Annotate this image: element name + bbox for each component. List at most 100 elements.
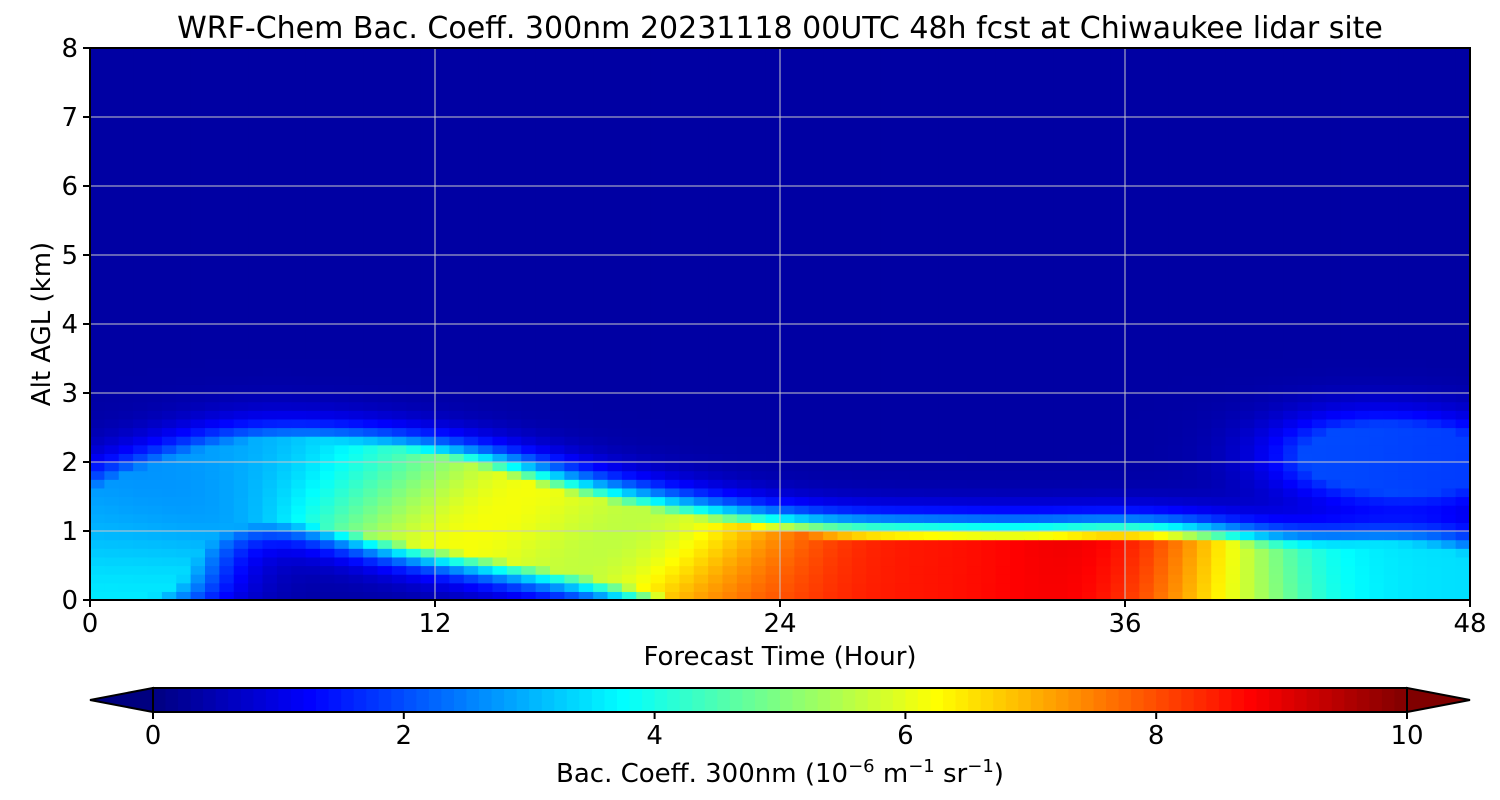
heatmap-cell [621, 384, 637, 394]
heatmap-cell [895, 134, 910, 144]
heatmap-cell [909, 444, 925, 454]
heatmap-cell [808, 393, 824, 403]
heatmap-cell [492, 410, 508, 420]
heatmap-cell [219, 65, 235, 75]
heatmap-cell [794, 160, 810, 170]
heatmap-cell [334, 367, 350, 377]
heatmap-cell [866, 548, 882, 558]
heatmap-cell [391, 574, 407, 584]
heatmap-cell [693, 487, 709, 498]
heatmap-cell [823, 272, 839, 282]
heatmap-cell [650, 220, 666, 230]
heatmap-cell [909, 427, 925, 437]
heatmap-cell [866, 160, 882, 170]
heatmap-cell [708, 401, 724, 411]
heatmap-cell [176, 237, 192, 247]
heatmap-cell [233, 324, 249, 334]
heatmap-cell [650, 574, 666, 584]
heatmap-cell [995, 401, 1011, 411]
heatmap-cell [550, 142, 565, 153]
heatmap-cell [334, 444, 350, 454]
heatmap-cell [233, 531, 249, 541]
heatmap-cell [219, 522, 235, 532]
heatmap-cell [104, 367, 120, 377]
heatmap-cell [808, 427, 824, 437]
heatmap-cell [693, 410, 709, 420]
heatmap-cell [463, 367, 479, 377]
heatmap-cell [233, 548, 249, 558]
heatmap-cell [1125, 444, 1140, 454]
heatmap-cell [1038, 65, 1054, 75]
heatmap-cell [1153, 375, 1169, 385]
heatmap-cell [995, 306, 1011, 316]
heatmap-cell [564, 574, 580, 584]
heatmap-cell [880, 462, 896, 472]
heatmap-cell [1125, 522, 1140, 532]
heatmap-cell [1096, 211, 1112, 222]
heatmap-cell [147, 522, 163, 532]
heatmap-cell [320, 125, 335, 135]
heatmap-cell [478, 272, 494, 282]
heatmap-cell [880, 160, 896, 170]
heatmap-cell [161, 548, 177, 558]
heatmap-cell [90, 229, 105, 239]
heatmap-cell [190, 160, 206, 170]
heatmap-cell [995, 229, 1011, 239]
heatmap-cell [1168, 99, 1184, 109]
heatmap-cell [564, 444, 580, 454]
heatmap-cell [449, 298, 465, 308]
heatmap-cell [118, 470, 134, 480]
heatmap-cell [147, 168, 163, 178]
heatmap-cell [751, 582, 767, 592]
heatmap-cell [851, 211, 867, 222]
heatmap-cell [478, 168, 494, 178]
heatmap-cell [995, 246, 1011, 256]
heatmap-cell [780, 91, 795, 101]
heatmap-cell [219, 263, 235, 273]
heatmap-cell [391, 582, 407, 592]
heatmap-cell [995, 410, 1011, 420]
heatmap-cell [1139, 375, 1155, 385]
heatmap-cell [679, 531, 695, 541]
heatmap-cell [463, 151, 479, 161]
heatmap-cell [348, 332, 364, 342]
heatmap-cell [1096, 65, 1112, 75]
heatmap-cell [463, 418, 479, 429]
heatmap-cell [1096, 539, 1112, 549]
heatmap-cell [736, 117, 752, 127]
heatmap-cell [794, 496, 810, 506]
heatmap-cell [808, 177, 824, 187]
heatmap-cell [233, 410, 249, 420]
heatmap-cell [492, 255, 508, 265]
heatmap-cell [262, 436, 278, 446]
heatmap-cell [1110, 220, 1126, 230]
heatmap-cell [463, 531, 479, 541]
heatmap-cell [708, 375, 724, 385]
heatmap-cell [650, 349, 666, 360]
heatmap-cell [550, 229, 565, 239]
heatmap-cell [161, 418, 177, 429]
heatmap-cell [895, 168, 910, 178]
heatmap-cell [291, 505, 307, 515]
heatmap-cell [262, 246, 278, 256]
heatmap-cell [90, 298, 105, 308]
heatmap-cell [492, 375, 508, 385]
heatmap-cell [248, 177, 264, 187]
heatmap-cell [966, 298, 982, 308]
heatmap-cell [276, 315, 292, 325]
heatmap-cell [880, 332, 896, 342]
heatmap-cell [133, 255, 149, 265]
heatmap-cell [1053, 427, 1069, 437]
heatmap-cell [1096, 186, 1112, 196]
heatmap-cell [190, 237, 206, 247]
heatmap-cell [219, 324, 235, 334]
heatmap-cell [147, 496, 163, 506]
heatmap-cell [248, 393, 264, 403]
heatmap-cell [406, 99, 422, 109]
heatmap-cell [823, 298, 839, 308]
heatmap-cell [1196, 324, 1212, 334]
heatmap-cell [104, 203, 120, 213]
heatmap-cell [449, 436, 465, 446]
heatmap-cell [305, 203, 321, 213]
heatmap-cell [492, 522, 508, 532]
